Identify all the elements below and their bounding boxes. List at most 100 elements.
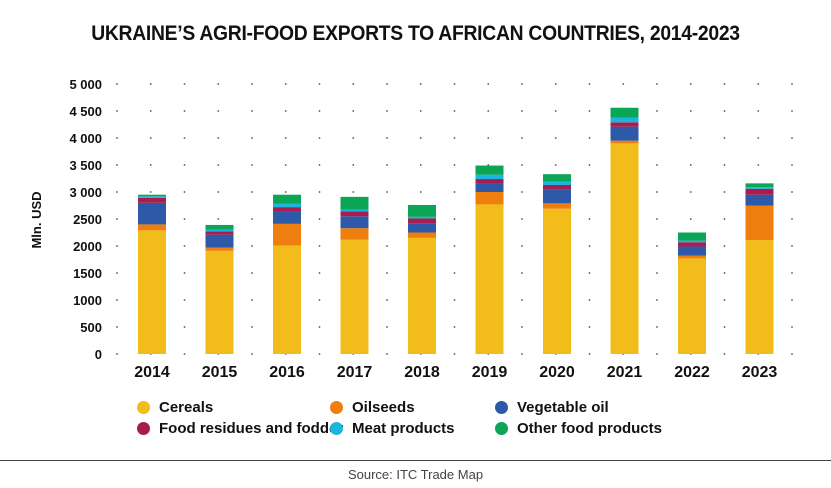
bar-segment-cereals-2021 [610, 143, 639, 354]
bar-segment-food-residues-and-fodder-2016 [273, 207, 301, 212]
bar-segment-food-residues-and-fodder-2017 [340, 211, 369, 217]
grid-dot [284, 137, 287, 139]
legend-item-other-food: Other food products [495, 420, 662, 437]
bar-segment-other-food-products-2020 [543, 174, 571, 182]
bar-segment-cereals-2016 [273, 245, 301, 354]
x-tick-label: 2022 [674, 364, 710, 381]
grid-dot [318, 164, 321, 166]
grid-dot [183, 326, 186, 328]
grid-dot [318, 272, 321, 274]
grid-dot [588, 353, 591, 355]
bar-segment-vegetable-oil-2014 [138, 202, 166, 225]
bar-segment-food-residues-and-fodder-2022 [678, 242, 706, 247]
grid-dot [116, 137, 118, 139]
bar-segment-food-residues-and-fodder-2023 [745, 188, 774, 195]
grid-dot [656, 218, 658, 220]
legend-swatch [330, 401, 343, 414]
grid-dot [183, 272, 186, 274]
bar-segment-food-residues-and-fodder-2014 [138, 197, 166, 203]
grid-dot [656, 326, 658, 328]
grid-dot [791, 245, 793, 247]
grid-dot [183, 299, 186, 301]
bar-segment-meat-products-2018 [408, 216, 436, 219]
bar-segment-other-food-products-2023 [745, 183, 774, 188]
grid-dot [217, 218, 220, 220]
grid-dot [689, 83, 692, 85]
grid-dot [217, 137, 220, 139]
grid-dot [521, 137, 523, 139]
bar-segment-meat-products-2014 [138, 196, 166, 198]
y-tick-label: 500 [80, 320, 102, 335]
grid-dot [656, 164, 658, 166]
legend-swatch [495, 401, 508, 414]
grid-dot [217, 164, 220, 166]
legend-swatch [330, 422, 343, 435]
grid-dot [183, 110, 186, 112]
grid-dot [521, 353, 523, 355]
grid-dot [116, 272, 118, 274]
bar-segment-food-residues-and-fodder-2019 [475, 179, 504, 184]
x-tick-label: 2018 [404, 364, 440, 381]
bar-segment-other-food-products-2016 [273, 194, 301, 204]
grid-dot [352, 110, 355, 112]
grid-dot [521, 299, 523, 301]
grid-dot [588, 245, 591, 247]
grid-dot [419, 137, 422, 139]
grid-dot [386, 272, 388, 274]
bar-segment-oilseeds-2015 [205, 247, 234, 251]
grid-dot [656, 137, 658, 139]
grid-dot [487, 164, 490, 166]
grid-dot [791, 191, 793, 193]
grid-dot [689, 218, 692, 220]
grid-dot [318, 245, 321, 247]
grid-dot [723, 83, 726, 85]
bar-segment-cereals-2018 [408, 237, 436, 354]
bar-segment-cereals-2022 [678, 258, 706, 354]
grid-dot [723, 137, 726, 139]
source-note: Source: ITC Trade Map [347, 467, 484, 482]
grid-dot [318, 191, 321, 193]
grid-dot [791, 218, 793, 220]
x-tick-label: 2020 [539, 364, 575, 381]
grid-dot [183, 164, 186, 166]
legend-swatch [137, 401, 150, 414]
y-tick-label: 2500 [73, 212, 102, 227]
grid-dot [791, 353, 793, 355]
grid-dot [791, 137, 793, 139]
bar-segment-oilseeds-2022 [678, 255, 706, 259]
grid-dot [116, 326, 118, 328]
bar-segment-cereals-2017 [340, 239, 369, 354]
grid-dot [521, 110, 523, 112]
grid-dot [521, 218, 523, 220]
grid-dot [453, 83, 456, 85]
bar-segment-vegetable-oil-2015 [205, 234, 234, 248]
grid-dot [554, 83, 557, 85]
grid-dot [284, 83, 287, 85]
grid-dot [656, 245, 658, 247]
grid-dot [386, 218, 388, 220]
grid-dot [723, 272, 726, 274]
grid-dot [386, 299, 388, 301]
grid-dot [116, 110, 118, 112]
legend-item-oilseeds: Oilseeds [330, 399, 415, 416]
bar-segment-cereals-2014 [138, 230, 166, 354]
grid-dot [284, 110, 287, 112]
grid-dot [521, 326, 523, 328]
legend-label: Meat products [352, 420, 455, 437]
grid-dot [419, 83, 422, 85]
grid-dot [757, 83, 760, 85]
grid-dot [757, 110, 760, 112]
grid-dot [791, 83, 793, 85]
grid-dot [521, 272, 523, 274]
grid-dot [689, 110, 692, 112]
bar-segment-vegetable-oil-2018 [408, 223, 436, 233]
grid-dot [386, 137, 388, 139]
grid-dot [453, 353, 456, 355]
bar-segment-meat-products-2016 [273, 203, 301, 208]
bar-segment-cereals-2023 [745, 240, 774, 354]
grid-dot [791, 326, 793, 328]
grid-dot [588, 137, 591, 139]
bar-segment-vegetable-oil-2022 [678, 246, 706, 256]
y-tick-label: 1000 [73, 293, 102, 308]
grid-dot [487, 110, 490, 112]
